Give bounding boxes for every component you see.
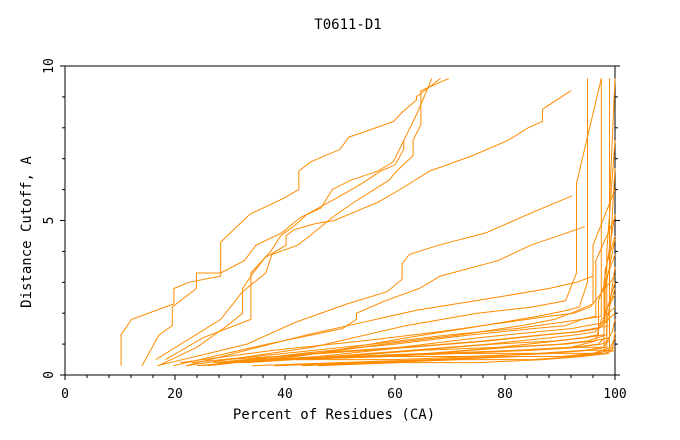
y-tick-label: 10: [42, 58, 57, 74]
series-line-3: [165, 140, 405, 361]
series-line-32: [191, 217, 616, 364]
x-axis-label: Percent of Residues (CA): [233, 407, 435, 423]
chart-title: T0611-D1: [314, 17, 381, 33]
series-line-21: [262, 238, 616, 361]
x-tick-label: 100: [603, 387, 626, 402]
series-line-2: [141, 78, 433, 366]
y-axis: 0 5 10: [42, 58, 620, 379]
y-tick-label: 5: [42, 217, 57, 225]
series-line-5: [158, 90, 572, 367]
series-line-4: [155, 77, 450, 361]
x-tick-label: 0: [61, 387, 69, 402]
series-line-12: [202, 78, 602, 367]
series-line-10: [207, 78, 588, 367]
series-line-26: [290, 288, 616, 361]
series-line-13: [213, 235, 616, 364]
series-line-11: [196, 189, 616, 367]
series-line-7: [173, 226, 585, 367]
x-tick-label: 40: [277, 387, 293, 402]
series-line-24: [279, 294, 616, 361]
series-line-8: [185, 275, 594, 367]
series-line-9: [185, 78, 602, 367]
x-tick-label: 60: [387, 387, 403, 402]
series-line-27: [296, 331, 616, 361]
series-line-31: [317, 352, 610, 367]
y-tick-label: 0: [42, 371, 57, 379]
series-line-34: [224, 312, 616, 361]
x-tick-label: 80: [497, 387, 513, 402]
x-tick-label: 20: [167, 387, 183, 402]
series-line-25: [284, 266, 616, 361]
y-axis-label: Distance Cutoff, A: [19, 156, 35, 308]
series-line-6: [157, 195, 573, 367]
series-layer: [120, 77, 616, 367]
series-line-33: [180, 275, 616, 364]
x-axis: 0 20 40 60 80 100: [61, 375, 627, 402]
series-line-1: [120, 78, 441, 366]
series-line-29: [273, 346, 616, 367]
